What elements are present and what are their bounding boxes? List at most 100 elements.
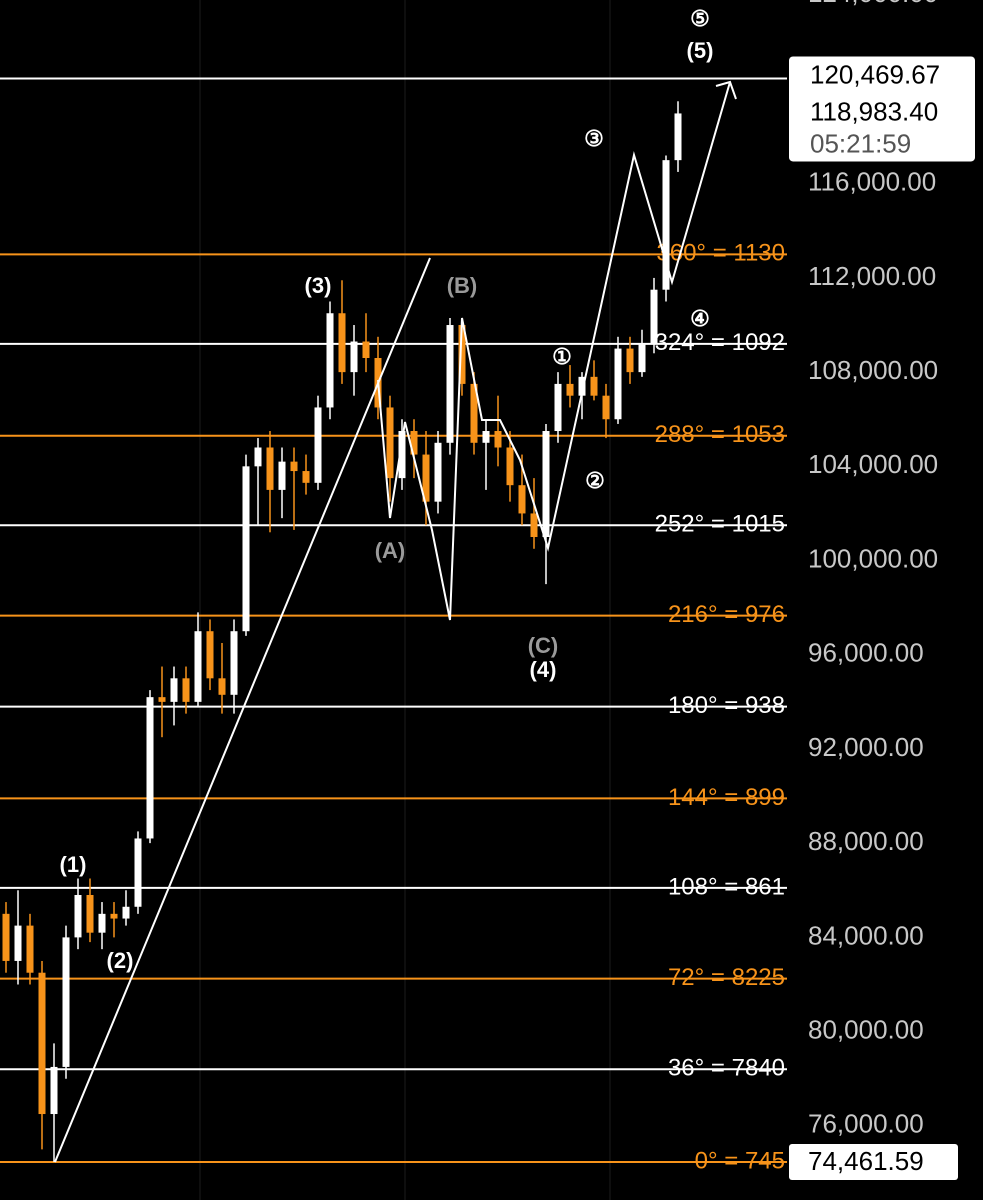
candle-body [602,395,610,420]
candle-body [674,113,682,161]
candle-body [314,407,322,483]
level-label: 72° = 8225 [668,964,785,991]
candle-body [158,697,166,702]
candle-body [230,631,238,695]
wave-label: (3) [305,273,332,298]
candle-body [26,925,34,973]
level-label: 108° = 861 [668,873,785,900]
candle-body [362,341,370,358]
y-tick-label: 124,000.00 [808,0,938,8]
candle-body [278,461,286,490]
candle-body [14,925,22,961]
candle-body [266,447,274,490]
wave-label: ⑤ [690,6,710,31]
y-tick-label: 88,000.00 [808,826,924,856]
candle-body [638,343,646,373]
y-tick-label: 76,000.00 [808,1109,924,1139]
price-line-label: 120,469.67 [810,59,940,89]
candle-body [182,678,190,702]
candle-body [410,431,418,455]
candle-body [554,383,562,432]
wave-drawing [54,80,737,1163]
candle-body [242,466,250,632]
candle-body [326,313,334,408]
y-tick-label: 84,000.00 [808,920,924,950]
candle-body [206,631,214,679]
level-label: 324° = 1092 [655,329,785,356]
annotations: (1) (2) (3) (A) (B) (C)(4) (5) ⑤ ① ② ③ ④ [60,6,714,973]
candle-body [122,906,130,919]
trend-line [54,257,431,1163]
candle-body [134,838,142,907]
candle-body [530,513,538,537]
level-label: 216° = 976 [668,601,785,628]
grid [199,0,611,1200]
candle-body [254,447,262,467]
wave-label: (1) [60,852,87,877]
y-tick-label: 116,000.00 [808,167,936,197]
wave-label: (C) [528,633,559,658]
candle-body [566,383,574,396]
y-tick-label: 100,000.00 [808,543,938,573]
candle-body [650,289,658,344]
candle-body [86,894,94,933]
candle-body [290,461,298,472]
wave-label: ③ [584,126,604,151]
wave-label: (A) [375,538,406,563]
candle-body [494,431,502,448]
candle-body [170,678,178,702]
candle-body [302,471,310,483]
candle-body [218,678,226,695]
level-label: 360° = 1130 [656,240,785,267]
candle-body [350,341,358,373]
candle-body [662,160,670,290]
wave-label: (4) [530,657,557,682]
candle-body [50,1066,58,1115]
wave-label: ① [552,344,572,369]
candle-body [482,431,490,443]
y-tick-label: 92,000.00 [808,732,924,762]
wave-label: ④ [690,306,710,331]
level-label: 0° = 745 [695,1147,785,1174]
last-price-box [789,93,975,162]
countdown: 05:21:59 [810,128,911,158]
level-label: 180° = 938 [668,692,785,719]
wave-label: ② [585,468,605,493]
arrow-head [715,80,737,100]
levels: 0° = 745 36° = 7840 72° = 8225 108° = 861 14… [0,77,787,1174]
candle-body [470,383,478,443]
level-label: 144° = 899 [668,784,785,811]
low-price-label: 74,461.59 [808,1146,924,1176]
candle-body [194,631,202,702]
wave-label: (2) [107,948,134,973]
y-tick-label: 112,000.00 [808,261,936,291]
candle-body [590,376,598,396]
candle-body [422,454,430,502]
candle-body [578,376,586,396]
level-label: 36° = 7840 [668,1055,785,1082]
candle-body [110,913,118,919]
y-tick-label: 108,000.00 [808,355,938,385]
candle-body [2,913,10,961]
wave-label: (5) [687,38,714,63]
level-label: 252° = 1015 [655,511,785,538]
candle-body [458,325,466,384]
wave-line [377,81,731,621]
candle-body [146,697,154,839]
level-label: 288° = 1053 [655,421,785,448]
candle-body [542,431,550,537]
candle-body [506,447,514,486]
candle-body [614,348,622,420]
candle-body [518,485,526,514]
candle-body [338,313,346,373]
candle-body [386,407,394,479]
y-tick-label: 96,000.00 [808,638,924,668]
candle-body [434,442,442,502]
candles [2,101,682,1163]
candle-body [74,894,82,938]
candle-body [98,913,106,933]
low-price-box [789,1144,958,1181]
